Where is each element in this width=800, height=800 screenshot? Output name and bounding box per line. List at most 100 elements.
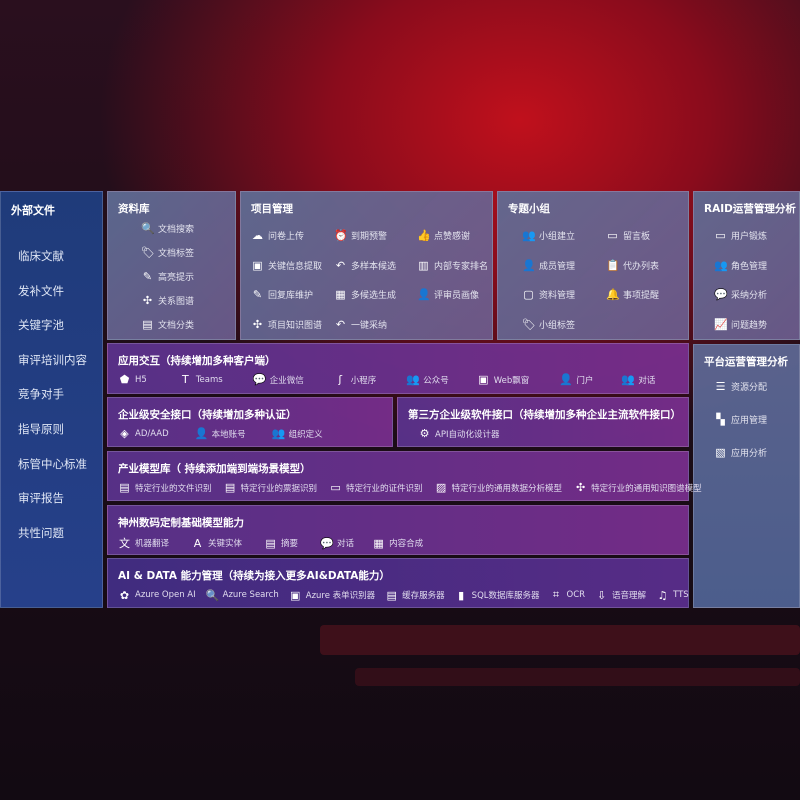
item-graph[interactable]: ✣ 项目知识图谱: [251, 318, 322, 331]
industry-panel: 产业模型库（ 持续添加端到端场景模型） ▤ 特定行业的文件识别 ▤ 特定行业的票据识别…: [107, 451, 702, 501]
item-users[interactable]: 👥 角色管理: [714, 259, 767, 272]
item-bbs[interactable]: ▭ 留言板: [606, 229, 650, 242]
sidebar-item[interactable]: 审评报告: [18, 491, 64, 506]
item-label: 资源分配: [731, 383, 768, 393]
item-receipt[interactable]: ▤ 特定行业的票据识别: [224, 481, 318, 494]
item-reply[interactable]: ↶ 多样本候选: [334, 259, 396, 272]
item-trend[interactable]: 📈 问题趋势: [714, 318, 767, 331]
entity-icon: A: [193, 536, 202, 550]
item-graph[interactable]: ✣ 关系图谱: [141, 294, 194, 307]
item-openai[interactable]: ✿ Azure Open AI: [118, 589, 196, 602]
item-users[interactable]: 👥 小组建立: [522, 229, 575, 242]
sidebar-item[interactable]: 发补文件: [18, 283, 64, 298]
doc-icon: ▤: [265, 536, 276, 550]
sidebar-item[interactable]: 指导原则: [18, 421, 64, 436]
item-doc-list[interactable]: ▤ 文档分类: [141, 318, 194, 331]
group-panel: 专题小组 👥 小组建立 ▭ 留言板 👤 成员管理 📋 代办列表 ▢ 资料管理 🔔 事项提醒 🏷 小组标签: [497, 191, 689, 340]
item-tag[interactable]: 🏷 小组标签: [522, 318, 575, 331]
item-puzzle[interactable]: ▦ 多候选生成: [334, 288, 396, 301]
item-user-add[interactable]: 👤 成员管理: [522, 259, 575, 272]
item-list[interactable]: ☰ 资源分配: [714, 380, 767, 393]
item-label: 留言板: [623, 232, 651, 242]
item-image[interactable]: ▨ 特定行业的通用数据分析模型: [435, 481, 562, 494]
raid-title: RAID运营管理分析: [704, 203, 796, 215]
base-model-panel: 神州数码定制基础模型能力 文机器翻译 A 关键实体 ▤ 摘要 💬 对话 ▦ 内容合成: [107, 505, 689, 555]
sidebar-item[interactable]: 关键字池: [18, 318, 64, 333]
item-label: 公众号: [423, 375, 449, 386]
item-rank[interactable]: ▥ 内部专家排名: [417, 259, 488, 272]
item-label: 特定行业的票据识别: [240, 483, 318, 494]
item-miniprogram[interactable]: ʃ 小程序: [334, 373, 376, 386]
item-tts[interactable]: ♫ TTS: [656, 589, 689, 602]
item-doc[interactable]: ▤ 特定行业的文件识别: [118, 481, 212, 494]
item-portal[interactable]: 👤 门户: [559, 373, 593, 386]
item-doc[interactable]: ▤ 摘要: [264, 537, 298, 550]
item-form[interactable]: ▣ Azure 表单识别器: [289, 589, 375, 602]
item-aad[interactable]: ◈ AD/AAD: [118, 427, 168, 440]
item-user[interactable]: 👤 评审员画像: [417, 288, 479, 301]
item-label: TTS: [673, 590, 689, 600]
image-icon: ▨: [435, 481, 447, 494]
item-id-card[interactable]: ▭ 用户锻炼: [714, 229, 767, 242]
item-label: 应用管理: [731, 416, 768, 426]
item-ocr[interactable]: ⌗ OCR: [550, 588, 585, 602]
item-label: 关键信息提取: [268, 261, 323, 272]
item-label: 特定行业的文件识别: [135, 483, 212, 494]
puzzle-icon: ▦: [335, 288, 346, 301]
item-users[interactable]: 👥 公众号: [406, 373, 449, 386]
item-label: 摘要: [281, 539, 299, 549]
item-cloud-upload[interactable]: ☁ 问卷上传: [251, 229, 304, 242]
item-h5[interactable]: ⬟ H5: [118, 373, 147, 386]
sidebar-item[interactable]: 临床文献: [18, 249, 64, 263]
sidebar-item[interactable]: 标管中心标准: [18, 456, 87, 471]
item-wecom[interactable]: 💬 企业微信: [253, 373, 304, 386]
item-gear[interactable]: ⚙ API自动化设计器: [418, 427, 500, 440]
item-translate[interactable]: 文机器翻译: [118, 535, 169, 551]
item-user[interactable]: 👤 本地账号: [195, 427, 246, 440]
item-reply[interactable]: ↶ 一键采纳: [334, 318, 387, 331]
item-thumbs-up[interactable]: 👍 点赞感谢: [417, 229, 470, 242]
clipboard-icon: 📋: [606, 258, 620, 272]
doc-search-icon: 🔍: [141, 222, 155, 235]
item-search[interactable]: 🔍 Azure Search: [206, 589, 279, 602]
item-chat-users[interactable]: 👥 对话: [621, 373, 655, 386]
item-clipboard[interactable]: 📋 代办列表: [606, 259, 659, 272]
item-id-card[interactable]: ▭ 特定行业的证件识别: [329, 481, 422, 494]
item-qa[interactable]: 💬 采纳分析: [714, 288, 767, 301]
item-speech[interactable]: ⇩ 语音理解: [595, 589, 646, 602]
item-tag[interactable]: 🏷 文档标签: [141, 246, 194, 259]
id-card-icon: ▭: [330, 481, 341, 494]
h5-icon: ⬟: [119, 373, 130, 386]
item-apps[interactable]: ▚ 应用管理: [714, 413, 767, 426]
item-label: 门户: [576, 375, 594, 386]
item-bell[interactable]: 🔔 事项提醒: [606, 288, 659, 301]
sidebar-title: 外部文件: [11, 204, 55, 217]
item-puzzle[interactable]: ▦ 内容合成: [372, 537, 423, 550]
item-folder[interactable]: ▢ 资料管理: [522, 288, 575, 301]
sidebar-item[interactable]: 竞争对手: [18, 387, 64, 402]
graph-icon: ✣: [252, 317, 263, 331]
item-database[interactable]: ▮ SQL数据库服务器: [455, 588, 539, 602]
chat-users-icon: 👥: [621, 373, 636, 386]
security-title: 企业级安全接口（持续增加多种认证）: [118, 409, 297, 421]
item-window[interactable]: ▣ Web飘窗: [477, 373, 529, 386]
database-icon: ▮: [458, 588, 465, 602]
item-entity[interactable]: A 关键实体: [191, 537, 242, 550]
sidebar-item[interactable]: 审评培训内容: [18, 352, 87, 367]
item-window[interactable]: ▣ 关键信息提取: [251, 259, 322, 272]
item-alarm[interactable]: ⏰ 到期预警: [334, 229, 387, 242]
item-edit[interactable]: ✎ 回复库维护: [251, 288, 313, 301]
item-label: 问卷上传: [268, 232, 305, 242]
item-label: 评审员画像: [434, 291, 480, 301]
item-org[interactable]: 👥 组织定义: [272, 427, 323, 440]
sidebar-item[interactable]: 共性问题: [18, 525, 64, 540]
item-graph[interactable]: ✣ 特定行业的通用知识图谱模型: [574, 481, 702, 494]
doc-icon: ▤: [119, 481, 130, 494]
item-cache[interactable]: ▤ 缓存服务器: [385, 589, 444, 602]
item-pen[interactable]: ✎ 高亮提示: [141, 270, 194, 283]
item-doc-search[interactable]: 🔍 文档搜索: [141, 222, 194, 235]
item-teams[interactable]: T Teams: [179, 373, 223, 386]
item-chat[interactable]: 💬 对话: [320, 537, 354, 550]
item-chart[interactable]: ▧ 应用分析: [714, 446, 767, 459]
item-label: 资料管理: [539, 291, 576, 301]
